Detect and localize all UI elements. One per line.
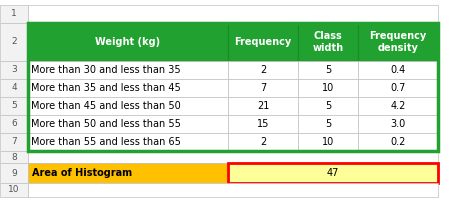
Text: 15: 15 <box>257 119 269 129</box>
Bar <box>228 115 298 133</box>
Bar <box>298 79 358 97</box>
Text: 2: 2 <box>11 38 17 46</box>
Bar <box>0 61 28 79</box>
Text: More than 55 and less than 65: More than 55 and less than 65 <box>31 137 181 147</box>
Bar <box>228 133 298 151</box>
Text: 1: 1 <box>11 9 17 19</box>
Bar <box>0 115 28 133</box>
Text: 0.7: 0.7 <box>390 83 406 93</box>
Bar <box>228 163 438 183</box>
Text: 47: 47 <box>327 168 339 178</box>
Text: 5: 5 <box>325 101 331 111</box>
Bar <box>28 79 228 97</box>
Text: 2: 2 <box>260 65 266 75</box>
Bar <box>228 23 298 61</box>
Text: 3.0: 3.0 <box>391 119 406 129</box>
Bar <box>228 61 298 79</box>
Bar <box>28 61 228 79</box>
Text: 8: 8 <box>11 153 17 162</box>
Text: 0.2: 0.2 <box>390 137 406 147</box>
Bar <box>358 97 438 115</box>
Bar <box>358 23 438 61</box>
Text: 5: 5 <box>325 65 331 75</box>
Bar <box>0 133 28 151</box>
Text: 4.2: 4.2 <box>390 101 406 111</box>
Text: Weight (kg): Weight (kg) <box>95 37 161 47</box>
Bar <box>28 97 228 115</box>
Text: 5: 5 <box>11 101 17 110</box>
Bar <box>0 23 28 61</box>
Text: 2: 2 <box>260 137 266 147</box>
Text: 0.4: 0.4 <box>391 65 406 75</box>
Bar <box>28 183 438 197</box>
Text: Area of Histogram: Area of Histogram <box>32 168 132 178</box>
Bar <box>298 115 358 133</box>
Bar <box>0 151 28 163</box>
Bar <box>358 79 438 97</box>
Bar <box>28 133 228 151</box>
Text: 9: 9 <box>11 168 17 178</box>
Bar <box>298 133 358 151</box>
Text: Frequency: Frequency <box>234 37 292 47</box>
Bar <box>28 115 228 133</box>
Text: 10: 10 <box>322 83 334 93</box>
Bar <box>358 61 438 79</box>
Text: More than 50 and less than 55: More than 50 and less than 55 <box>31 119 181 129</box>
Bar <box>28 23 228 61</box>
Text: 5: 5 <box>325 119 331 129</box>
Text: 7: 7 <box>260 83 266 93</box>
Bar <box>358 133 438 151</box>
Text: More than 45 and less than 50: More than 45 and less than 50 <box>31 101 181 111</box>
Bar <box>28 5 438 23</box>
Bar <box>0 79 28 97</box>
Bar <box>298 23 358 61</box>
Bar <box>228 163 438 183</box>
Bar <box>28 151 438 163</box>
Text: More than 30 and less than 35: More than 30 and less than 35 <box>31 65 181 75</box>
Bar <box>358 115 438 133</box>
Text: 6: 6 <box>11 120 17 128</box>
Bar <box>228 97 298 115</box>
Text: 21: 21 <box>257 101 269 111</box>
Bar <box>298 61 358 79</box>
Text: 10: 10 <box>322 137 334 147</box>
Bar <box>0 97 28 115</box>
Text: 4: 4 <box>11 83 17 93</box>
Bar <box>28 163 228 183</box>
Bar <box>0 183 28 197</box>
Bar <box>298 97 358 115</box>
Bar <box>0 163 28 183</box>
Text: 7: 7 <box>11 138 17 146</box>
Text: More than 35 and less than 45: More than 35 and less than 45 <box>31 83 181 93</box>
Bar <box>28 23 438 151</box>
Bar <box>0 5 28 23</box>
Bar <box>228 79 298 97</box>
Text: Class
width: Class width <box>312 31 344 53</box>
Text: Frequency
density: Frequency density <box>369 31 427 53</box>
Text: 10: 10 <box>8 185 20 195</box>
Text: 3: 3 <box>11 65 17 75</box>
